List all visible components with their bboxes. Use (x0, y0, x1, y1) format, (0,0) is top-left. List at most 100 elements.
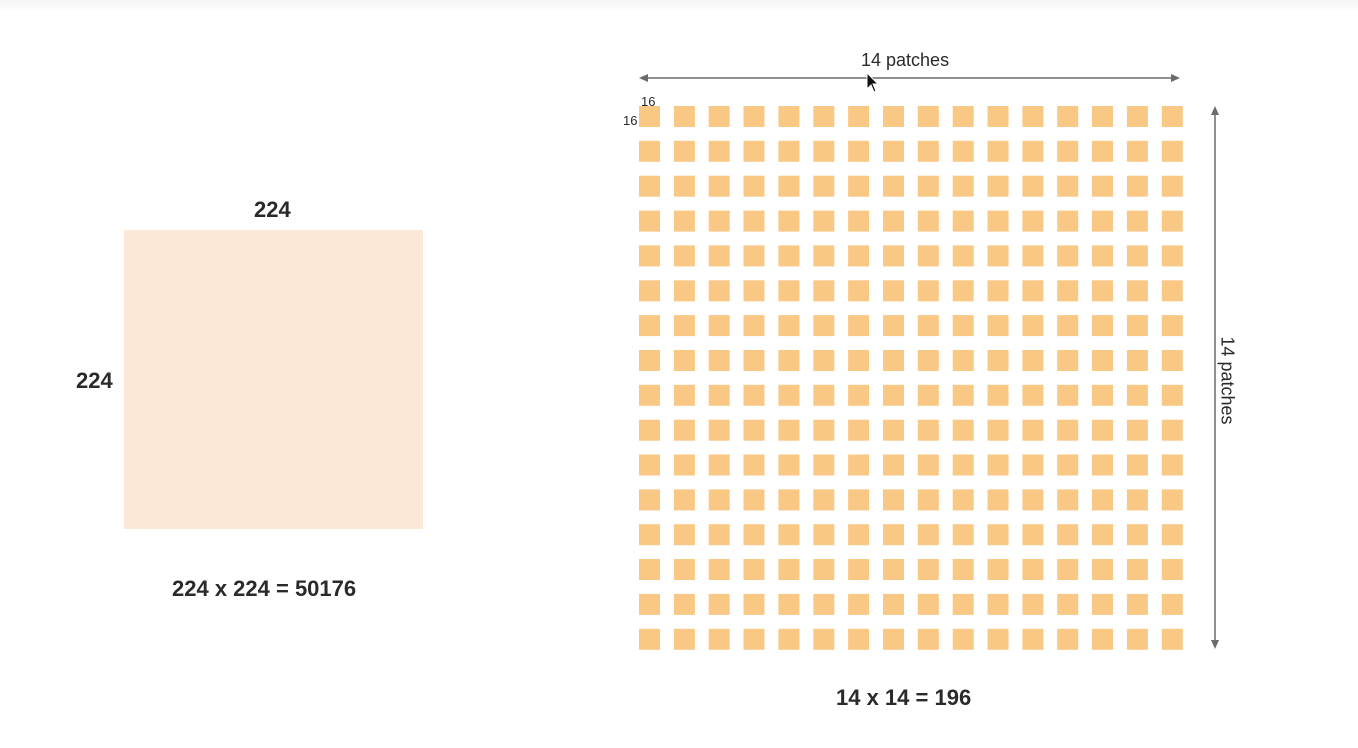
patch-cell (708, 489, 730, 511)
patch-cell (1161, 524, 1183, 546)
patch-cell (1126, 140, 1148, 162)
patch-cell (952, 419, 974, 441)
patch-cell (1161, 559, 1183, 580)
patch-cell (1126, 384, 1148, 406)
patch-cell (813, 419, 835, 441)
patch-cell (1092, 593, 1113, 615)
patch-cell (1161, 245, 1183, 267)
patch-cell (1057, 593, 1079, 615)
patch-cell (987, 245, 1009, 267)
patch-cell (743, 419, 765, 441)
patch-cell (1126, 350, 1148, 371)
patch-cell (708, 559, 730, 580)
patch-cell (917, 315, 939, 337)
patch-cell (778, 140, 800, 162)
patch-cell (1022, 175, 1044, 197)
patch-cell (1092, 454, 1113, 476)
patch-cell (813, 245, 835, 267)
patch-cell (1092, 489, 1113, 511)
patch-cell (917, 384, 939, 406)
patch-cell (1022, 384, 1044, 406)
patch-cell (813, 315, 835, 337)
patch-cell (639, 454, 660, 476)
patch-cell (708, 593, 730, 615)
patch-cell (743, 106, 765, 127)
patch-cell (1161, 419, 1183, 441)
patch-cell (1022, 280, 1044, 302)
patch-cell (778, 489, 800, 511)
patch-cell (883, 210, 904, 232)
patch-cell (708, 106, 730, 127)
patch-cell (1092, 350, 1113, 371)
patch-cell (1057, 175, 1079, 197)
patch-cell (1057, 210, 1079, 232)
patch-cell (673, 489, 695, 511)
patch-cell (778, 559, 800, 580)
patch-cell (639, 524, 660, 546)
patch-cell (1022, 454, 1044, 476)
patch-cell (952, 315, 974, 337)
image-height-label: 224 (76, 368, 113, 393)
patch-cell (743, 140, 765, 162)
patch-cell (1092, 315, 1113, 337)
patch-cell (639, 628, 660, 650)
patch-cell (1092, 245, 1113, 267)
patch-cell (639, 384, 660, 406)
patch-cell (883, 593, 904, 615)
patch-cell (813, 175, 835, 197)
patch-cell (848, 140, 870, 162)
patch-cell (708, 628, 730, 650)
patch-cell (1057, 384, 1079, 406)
patch-cell (1126, 489, 1148, 511)
patch-cell (778, 245, 800, 267)
mouse-cursor-icon (866, 72, 880, 93)
patch-cell (708, 524, 730, 546)
patch-cell (813, 210, 835, 232)
patch-cell (1022, 628, 1044, 650)
patch-cell (1022, 350, 1044, 371)
patch-cell (1161, 628, 1183, 650)
patch-cell (1092, 175, 1113, 197)
patch-cell (1057, 489, 1079, 511)
patch-cell (1092, 140, 1113, 162)
patch-cell (778, 175, 800, 197)
patch-width-label: 16 (641, 94, 656, 109)
patch-cell (813, 489, 835, 511)
patch-cell (917, 245, 939, 267)
patch-cell (1092, 210, 1113, 232)
patch-cell (987, 524, 1009, 546)
image-square (124, 230, 423, 529)
patch-cell (848, 175, 870, 197)
patch-cell (639, 489, 660, 511)
patch-cell (883, 559, 904, 580)
patch-cell (883, 140, 904, 162)
patch-cell (848, 524, 870, 546)
patch-cell (987, 419, 1009, 441)
patch-cell (848, 593, 870, 615)
patch-cell (1161, 593, 1183, 615)
patch-cell (743, 628, 765, 650)
patch-cell (952, 210, 974, 232)
patch-cell (1057, 315, 1079, 337)
patch-cell (883, 628, 904, 650)
patch-cell (883, 315, 904, 337)
patch-cell (1057, 524, 1079, 546)
patch-cell (673, 106, 695, 127)
patch-cell (639, 559, 660, 580)
patch-cell (917, 454, 939, 476)
patch-cell (813, 350, 835, 371)
patch-cell (883, 350, 904, 371)
patch-cell (883, 454, 904, 476)
patch-cell (813, 280, 835, 302)
patch-cell (708, 280, 730, 302)
patch-cell (743, 210, 765, 232)
patch-cell (1126, 315, 1148, 337)
patch-cell (848, 106, 870, 127)
patch-cell (743, 593, 765, 615)
patch-cell (917, 559, 939, 580)
patch-cell (987, 280, 1009, 302)
patch-cell (743, 524, 765, 546)
patch-cell (952, 245, 974, 267)
patch-cell (1092, 384, 1113, 406)
